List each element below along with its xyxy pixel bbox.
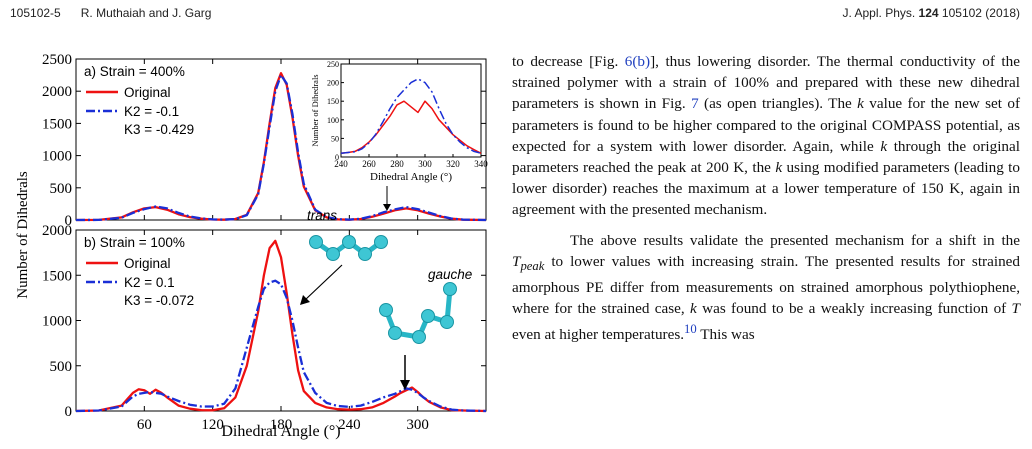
x-tick-label-2: 180 (270, 417, 293, 433)
trans-annotation: trans (307, 208, 337, 223)
text-run: ], thus lowering disorder. The thermal c… (512, 53, 1020, 113)
inset-ytick-label-4: 200 (327, 79, 339, 88)
panel-a-legend-entry-2: K3 = -0.429 (124, 122, 194, 137)
panel-a-legend-entry-1: K2 = -0.1 (124, 104, 179, 119)
panel-a-ytick-label-1: 500 (50, 181, 73, 197)
text-run: to decrease [Fig. (512, 53, 625, 70)
reference-link[interactable]: 10 (684, 322, 697, 337)
panel-a-ytick-label-2: 1000 (42, 149, 72, 165)
gauche-molecule-atom-3 (421, 309, 435, 323)
inset-ytick-label-2: 100 (327, 116, 339, 125)
text-run: This was (696, 326, 755, 344)
text-run: peak (520, 258, 545, 273)
inset-series-0-line (340, 100, 482, 155)
paragraph-2: The above results validate the presented… (512, 230, 1020, 346)
panel-b-ytick-label-3: 1500 (42, 268, 72, 284)
inset-xtick-label-5: 340 (474, 159, 488, 169)
running-header-right: J. Appl. Phys. 124 105102 (2018) (843, 6, 1021, 20)
panel-b-ytick-label-0: 0 (65, 404, 73, 420)
inset-ytick-label-1: 50 (331, 134, 339, 143)
authors: R. Muthaiah and J. Garg (80, 6, 212, 20)
inset-y-axis-label: Number of Dihedrals (310, 74, 320, 146)
inset-series-1-line (340, 78, 482, 155)
trans-arrowhead (300, 295, 310, 305)
text-run: The above results validate the presented… (570, 231, 1020, 249)
inset-x-axis-label: Dihedral Angle (°) (370, 171, 452, 183)
panel-a-legend-entry-0: Original (124, 85, 171, 100)
text-run: T (1011, 300, 1020, 318)
panel-b-legend-entry-2: K3 = -0.072 (124, 293, 194, 308)
panel-b-ytick-label-4: 2000 (42, 223, 72, 239)
journal-volume: 124 (918, 6, 939, 20)
journal-pages: 105102 (2018) (941, 6, 1020, 20)
inset-xtick-label-0: 240 (334, 159, 348, 169)
inset-ytick-label-5: 250 (327, 60, 339, 69)
inset-xtick-label-1: 260 (362, 159, 376, 169)
x-tick-label-0: 60 (137, 417, 152, 433)
paragraph-1: to decrease [Fig. 6(b)], thus lowering d… (512, 51, 1020, 221)
panel-a-ytick-label-4: 2000 (42, 84, 72, 100)
panel-b-legend-entry-1: K2 = 0.1 (124, 275, 175, 290)
gauche-arrowhead (400, 380, 410, 390)
x-tick-label-1: 120 (201, 417, 224, 433)
x-tick-label-4: 300 (406, 417, 429, 433)
inset-xtick-label-2: 280 (390, 159, 404, 169)
panel-b-ytick-label-1: 500 (50, 359, 73, 375)
running-header-left: 105102-5 R. Muthaiah and J. Garg (10, 6, 211, 20)
gauche-molecule-atom-1 (388, 326, 402, 340)
text-run: T (512, 252, 521, 270)
gauche-molecule-atom-4 (440, 315, 454, 329)
page-id: 105102-5 (10, 6, 61, 20)
gauche-annotation: gauche (428, 267, 472, 282)
panel-a-series-1-line (75, 73, 487, 222)
text-run: value for the new set of parameters is f… (512, 95, 1021, 155)
inset-frame (340, 63, 482, 158)
panel-b-panel-label: b) Strain = 100% (84, 235, 185, 250)
panel-a-ytick-label-0: 0 (65, 213, 73, 229)
text-run: using modified parameters (leading to lo… (512, 159, 1020, 219)
panel-b-series-0-line (75, 239, 487, 413)
trans-molecule-atom-2 (342, 235, 356, 249)
trans-molecule-atom-3 (358, 247, 372, 261)
gauche-molecule-atom-0 (379, 303, 393, 317)
panel-b-legend-entry-0: Original (124, 256, 171, 271)
shared-x-axis-label: Dihedral Angle (°) (221, 423, 340, 440)
trans-molecule-atom-1 (326, 247, 340, 261)
panel-b-ytick-label-2: 1000 (42, 314, 72, 330)
text-run: k (690, 300, 697, 318)
shared-y-axis-label: Number of Dihedrals (15, 171, 31, 299)
text-run: through the original parameters reached … (512, 137, 1020, 177)
panel-a-panel-label: a) Strain = 400% (84, 64, 185, 79)
inset-ytick-label-0: 0 (335, 153, 339, 162)
trans-molecule-atom-4 (374, 235, 388, 249)
trans-molecule-atom-0 (309, 235, 323, 249)
article-text: to decrease [Fig. 6(b)], thus lowering d… (512, 51, 1020, 346)
panel-a-ytick-label-3: 1500 (42, 116, 72, 132)
inset-ytick-label-3: 150 (327, 97, 339, 106)
reference-link[interactable]: 7 (691, 95, 699, 113)
text-run: (as open triangles). The (698, 95, 858, 113)
journal-name: J. Appl. Phys. (842, 6, 916, 20)
text-run: was found to be a weakly increasing func… (696, 300, 1012, 318)
reference-link[interactable]: 6(b) (624, 53, 651, 70)
trans-arrow (304, 264, 343, 301)
gauche-molecule-atom-2 (412, 330, 426, 344)
inset-pointer-arrowhead (383, 204, 391, 211)
text-run: k (775, 159, 783, 177)
gauche-molecule-atom-5 (443, 282, 457, 296)
panel-a-ytick-label-5: 2500 (42, 52, 72, 68)
text-run: k (880, 137, 888, 155)
text-run: k (857, 95, 864, 113)
x-tick-label-3: 240 (338, 417, 361, 433)
inset-xtick-label-4: 320 (446, 159, 460, 169)
text-run: to lower values with increasing strain. … (512, 252, 1020, 318)
text-run: even at higher temperatures. (512, 326, 685, 344)
panel-b-series-1-line (75, 279, 487, 413)
inset-xtick-label-3: 300 (418, 159, 432, 169)
